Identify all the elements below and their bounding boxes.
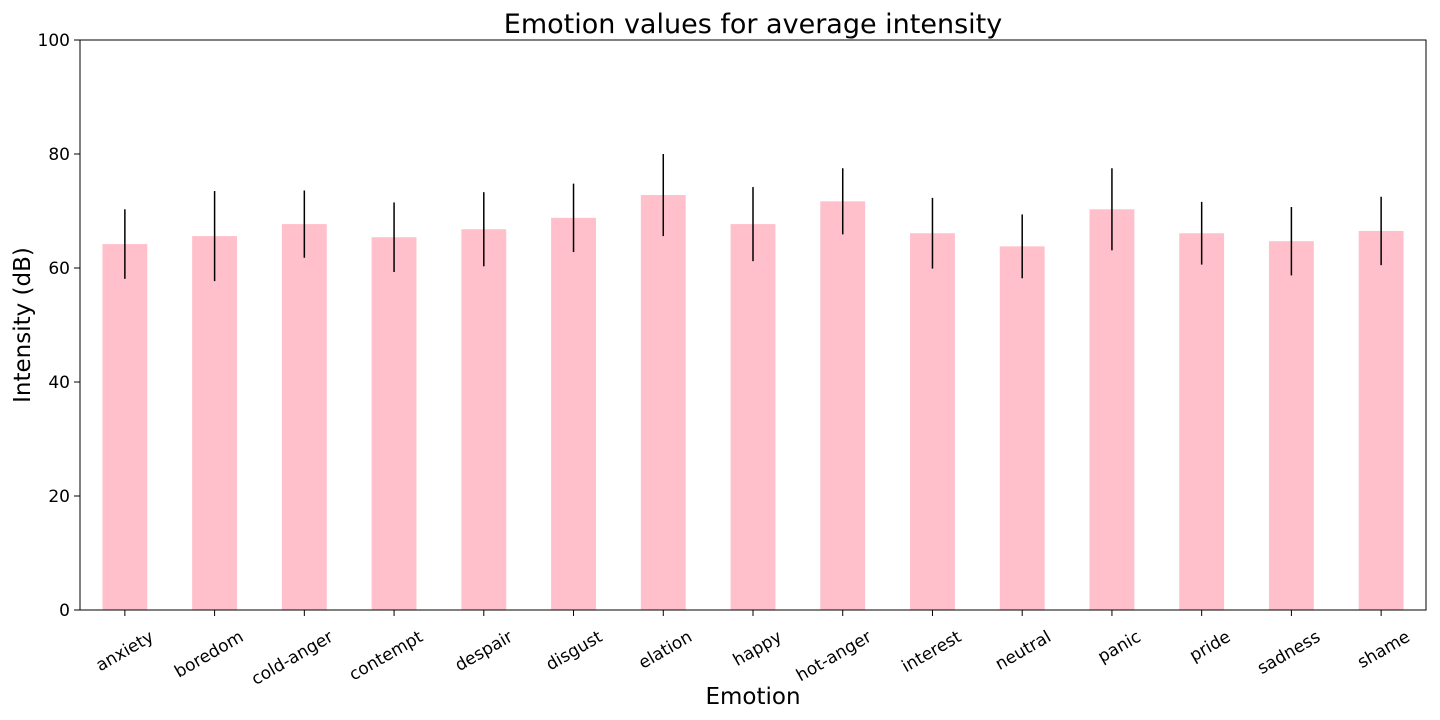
y-tick-label: 0 [59, 601, 70, 621]
bar-disgust [551, 217, 596, 610]
x-tick-label-despair: despair [452, 627, 517, 676]
x-axis-label: Emotion [705, 684, 800, 710]
x-tick-label-boredom: boredom [171, 627, 247, 682]
bar-pride [1179, 233, 1225, 611]
x-tick-label-panic: panic [1095, 627, 1145, 667]
bar-panic [1089, 209, 1135, 611]
x-tick-label-interest: interest [898, 627, 965, 677]
x-tick-label-shame: shame [1354, 627, 1413, 673]
bar-sadness [1268, 241, 1314, 610]
y-axis-label: Intensity (dB) [10, 247, 36, 403]
x-tick-label-anxiety: anxiety [93, 627, 158, 676]
x-tick-label-contempt: contempt [346, 627, 427, 685]
x-tick-label-sadness: sadness [1254, 627, 1324, 679]
bar-elation [640, 195, 686, 611]
bar-interest [910, 233, 955, 611]
x-tick-label-happy: happy [730, 627, 786, 671]
x-tick-label-pride: pride [1186, 627, 1234, 666]
bar-anxiety [102, 244, 148, 610]
y-tick-label: 40 [48, 373, 70, 393]
y-tick-label: 20 [48, 487, 70, 507]
y-tick-label: 60 [48, 259, 70, 279]
bar-neutral [999, 246, 1045, 610]
bar-despair [461, 229, 507, 611]
bar-shame [1358, 230, 1404, 610]
x-tick-label-cold-anger: cold-anger [248, 627, 337, 690]
x-tick-label-hot-anger: hot-anger [793, 627, 875, 686]
y-tick-label: 80 [48, 145, 70, 165]
bar-contempt [371, 237, 417, 610]
x-tick-label-neutral: neutral [992, 627, 1055, 675]
bar-happy [730, 224, 776, 611]
bar-cold-anger [281, 224, 327, 611]
plot-area: 0 20 40 60 80 100 anxiety boredom cold-anger cont… [38, 31, 1427, 690]
x-tick-label-disgust: disgust [543, 627, 607, 675]
y-tick-label: 100 [38, 31, 70, 51]
bar-boredom [192, 236, 238, 610]
x-tick-label-elation: elation [635, 627, 695, 673]
chart-title: Emotion values for average intensity [504, 9, 1002, 40]
bar-hot-anger [820, 201, 866, 610]
